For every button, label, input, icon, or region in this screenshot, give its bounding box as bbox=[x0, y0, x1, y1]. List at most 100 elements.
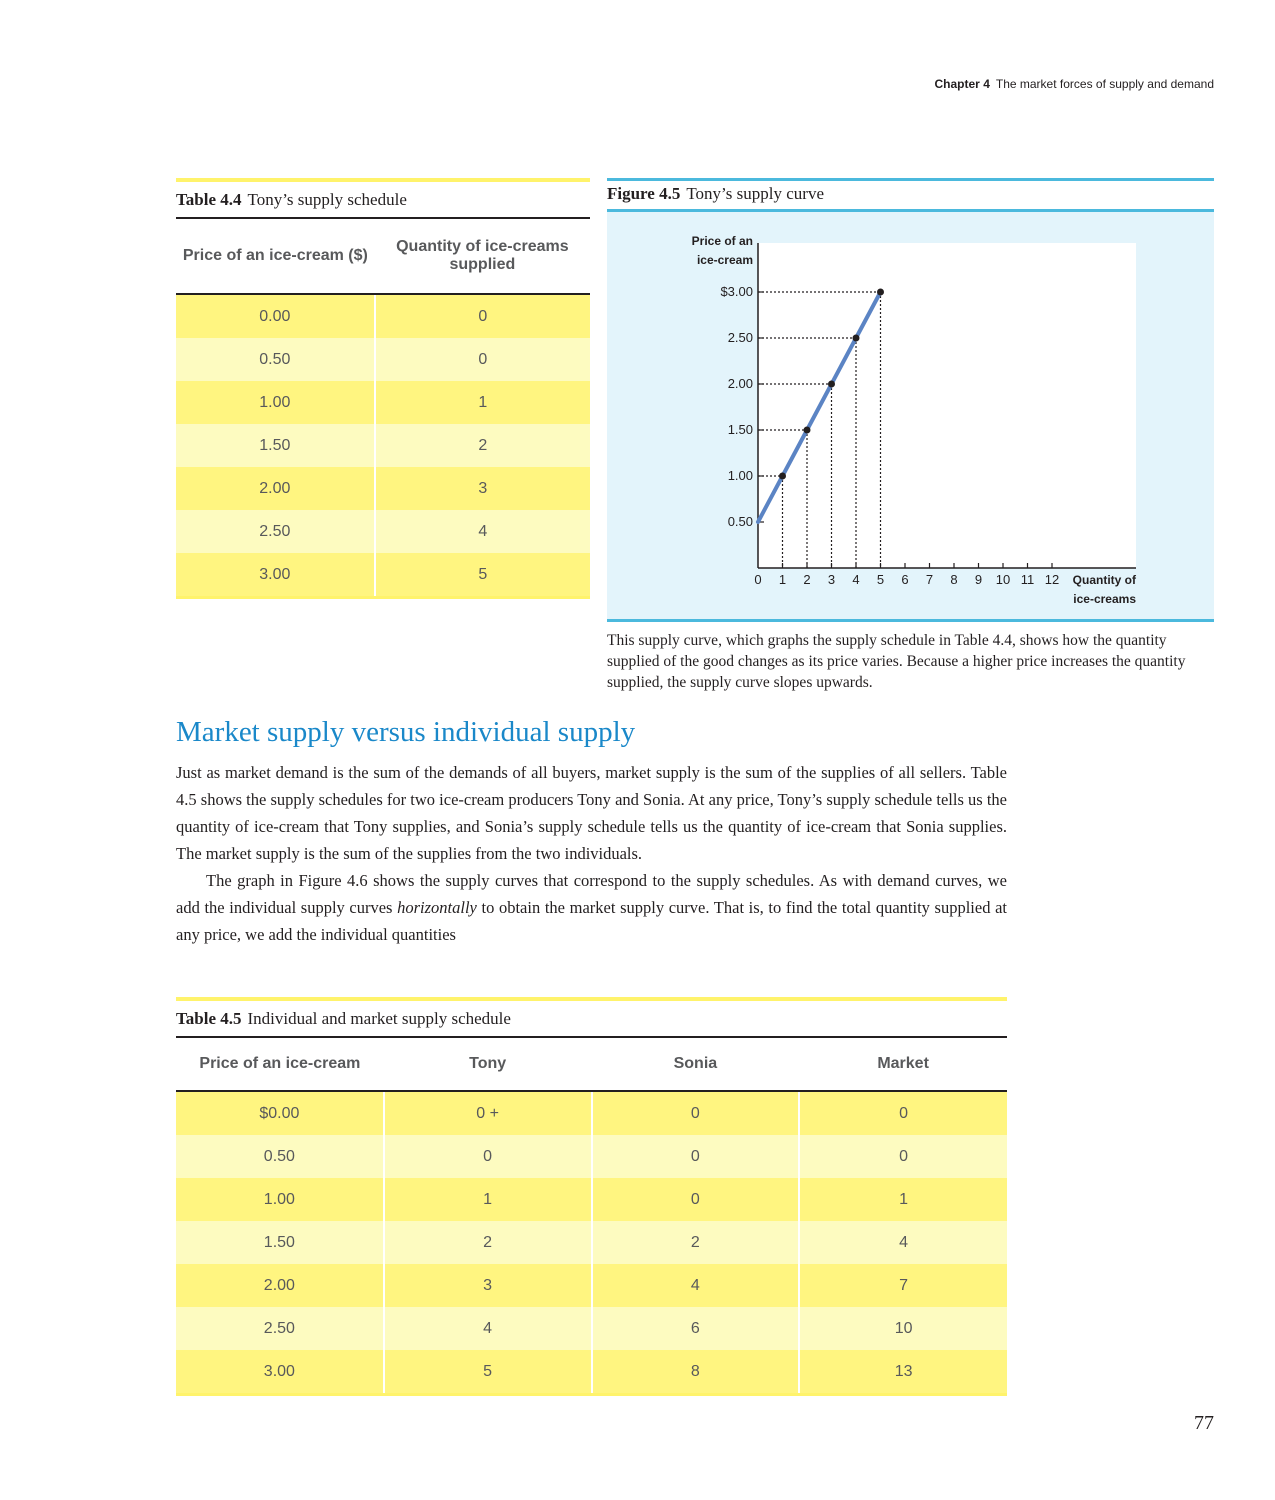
figure-caption: Figure 4.5 Tony’s supply curve bbox=[607, 181, 1214, 212]
cell-tony: 3 bbox=[382, 1264, 592, 1307]
cell-price: 0.00 bbox=[176, 294, 375, 338]
data-point bbox=[877, 288, 884, 296]
cell-tony: 4 bbox=[382, 1307, 592, 1350]
table-caption: Table 4.5 Individual and market supply sc… bbox=[176, 1001, 1007, 1038]
figure-label: Figure 4.5 bbox=[607, 184, 681, 203]
table-row: 1.00 1 bbox=[176, 381, 590, 424]
cell-market: 0 bbox=[798, 1135, 1007, 1178]
paragraph-2-part-a: The graph in Figure 4.6 shows the supply… bbox=[176, 871, 1007, 917]
x-tick-label: 11 bbox=[1021, 572, 1035, 587]
cell-market: 4 bbox=[798, 1221, 1007, 1264]
cell-quantity: 1 bbox=[373, 381, 590, 424]
x-tick-label: 2 bbox=[803, 572, 810, 587]
cell-sonia: 8 bbox=[590, 1350, 800, 1393]
cell-price: 1.00 bbox=[176, 1178, 384, 1221]
cell-price: 2.00 bbox=[176, 467, 375, 510]
table-row: 2.50 4 bbox=[176, 510, 590, 553]
supply-curve-chart: 0 1 2 3 4 5 6 7 8 9 10 11 120.501.001.502.002.50$3.0… bbox=[692, 234, 1137, 606]
cell-tony: 5 bbox=[382, 1350, 592, 1393]
cell-sonia: 4 bbox=[590, 1264, 800, 1307]
table-header-row: Price of an ice-cream ($) Quantity of ic… bbox=[176, 219, 590, 295]
y-axis-label-line-1: Price of an bbox=[692, 234, 753, 248]
cell-sonia: 6 bbox=[590, 1307, 800, 1350]
table-row: 2.00 3 4 7 bbox=[176, 1264, 1007, 1307]
y-tick-label: 2.00 bbox=[728, 376, 753, 391]
table-title: Tony’s supply schedule bbox=[247, 190, 407, 209]
cell-price: 1.50 bbox=[176, 424, 375, 467]
cell-sonia: 2 bbox=[590, 1221, 800, 1264]
data-point bbox=[779, 472, 786, 480]
cell-sonia: 0 bbox=[590, 1178, 800, 1221]
paragraph-2-part-b: to obtain the market supply curve. That … bbox=[176, 898, 1007, 944]
figure-note: This supply curve, which graphs the supp… bbox=[607, 632, 1186, 691]
table-row: 3.00 5 bbox=[176, 553, 590, 596]
figure-title: Tony’s supply curve bbox=[686, 184, 824, 203]
cell-price: 2.00 bbox=[176, 1264, 384, 1307]
x-axis-label-line-1: Quantity of bbox=[1073, 573, 1137, 587]
supply-schedule-table: Price of an ice-cream ($) Quantity of ic… bbox=[176, 219, 590, 596]
chapter-title: The market forces of supply and demand bbox=[995, 77, 1214, 91]
cell-quantity: 3 bbox=[373, 467, 590, 510]
cell-sonia: 0 bbox=[590, 1135, 800, 1178]
running-head: Chapter 4 The market forces of supply and… bbox=[935, 77, 1214, 91]
table-bottom-rule bbox=[176, 1393, 1007, 1396]
table-4-5: Table 4.5 Individual and market supply sc… bbox=[176, 997, 1007, 1396]
cell-quantity: 0 bbox=[373, 294, 590, 338]
paragraph-2: The graph in Figure 4.6 shows the supply… bbox=[176, 867, 1007, 948]
table-row: 2.00 3 bbox=[176, 467, 590, 510]
x-tick-label: 7 bbox=[926, 572, 933, 587]
table-4-4: Table 4.4 Tony’s supply schedule Price of… bbox=[176, 178, 590, 599]
table-row: 0.50 0 0 0 bbox=[176, 1135, 1007, 1178]
page-number: 77 bbox=[1194, 1412, 1214, 1434]
x-tick-label: 9 bbox=[975, 572, 982, 587]
y-tick-label: 1.50 bbox=[728, 422, 753, 437]
cell-price: 2.50 bbox=[176, 510, 375, 553]
x-tick-label: 4 bbox=[852, 572, 859, 587]
x-tick-label: 6 bbox=[901, 572, 908, 587]
table-row: 1.50 2 bbox=[176, 424, 590, 467]
x-tick-label: 8 bbox=[950, 572, 957, 587]
x-tick-label: 1 bbox=[779, 572, 786, 587]
paragraph-2-emphasis: horizontally bbox=[397, 898, 477, 917]
body-text: Just as market demand is the sum of the … bbox=[176, 759, 1007, 948]
table-caption: Table 4.4 Tony’s supply schedule bbox=[176, 182, 590, 219]
supply-curve-line bbox=[756, 290, 883, 524]
table-row: 2.50 4 6 10 bbox=[176, 1307, 1007, 1350]
section-title: Market supply versus individual supply bbox=[176, 716, 636, 748]
cell-tony: 0 + bbox=[382, 1091, 592, 1135]
table-row: 3.00 5 8 13 bbox=[176, 1350, 1007, 1393]
cell-price: 3.00 bbox=[176, 1350, 384, 1393]
x-tick-label: 0 bbox=[754, 572, 761, 587]
data-point bbox=[828, 380, 835, 388]
chapter-label: Chapter 4 bbox=[934, 77, 990, 91]
cell-tony: 1 bbox=[382, 1178, 592, 1221]
x-tick-label: 12 bbox=[1045, 572, 1059, 587]
cell-quantity: 4 bbox=[373, 510, 590, 553]
table-row: $0.00 0 +0 0 bbox=[176, 1091, 1007, 1135]
y-tick-label: $3.00 bbox=[720, 284, 753, 299]
cell-market: 10 bbox=[798, 1307, 1007, 1350]
cell-price: 0.50 bbox=[176, 338, 375, 381]
y-tick-label: 0.50 bbox=[728, 514, 753, 529]
table-row: 0.00 0 bbox=[176, 294, 590, 338]
cell-market: 13 bbox=[798, 1350, 1007, 1393]
cell-price: 1.50 bbox=[176, 1221, 384, 1264]
cell-tony: 0 bbox=[382, 1135, 592, 1178]
table-header-row: Price of an ice-cream Tony Sonia Market bbox=[176, 1038, 1007, 1092]
cell-price: 0.50 bbox=[176, 1135, 384, 1178]
cell-market: 0 bbox=[798, 1091, 1007, 1135]
column-header-sonia: Sonia bbox=[591, 1038, 800, 1092]
cell-market: 1 bbox=[798, 1178, 1007, 1221]
table-top-rule bbox=[176, 997, 1007, 1001]
y-axis-label-line-2: ice-cream bbox=[697, 253, 753, 267]
cell-quantity: 2 bbox=[373, 424, 590, 467]
column-header-price: Price of an ice-cream bbox=[176, 1038, 384, 1092]
table-bottom-rule bbox=[176, 596, 590, 599]
x-tick-label: 5 bbox=[877, 572, 884, 587]
figure-panel: 0 1 2 3 4 5 6 7 8 9 10 11 12 0.50 1.00 1.50 2.00 2.50 $3.0… bbox=[607, 212, 1214, 622]
cell-sonia: 0 bbox=[590, 1091, 800, 1135]
data-point bbox=[852, 334, 860, 342]
cell-market: 7 bbox=[798, 1264, 1007, 1307]
cell-tony: 2 bbox=[382, 1221, 592, 1264]
market-supply-table: Price of an ice-cream Tony Sonia Market … bbox=[176, 1038, 1007, 1393]
